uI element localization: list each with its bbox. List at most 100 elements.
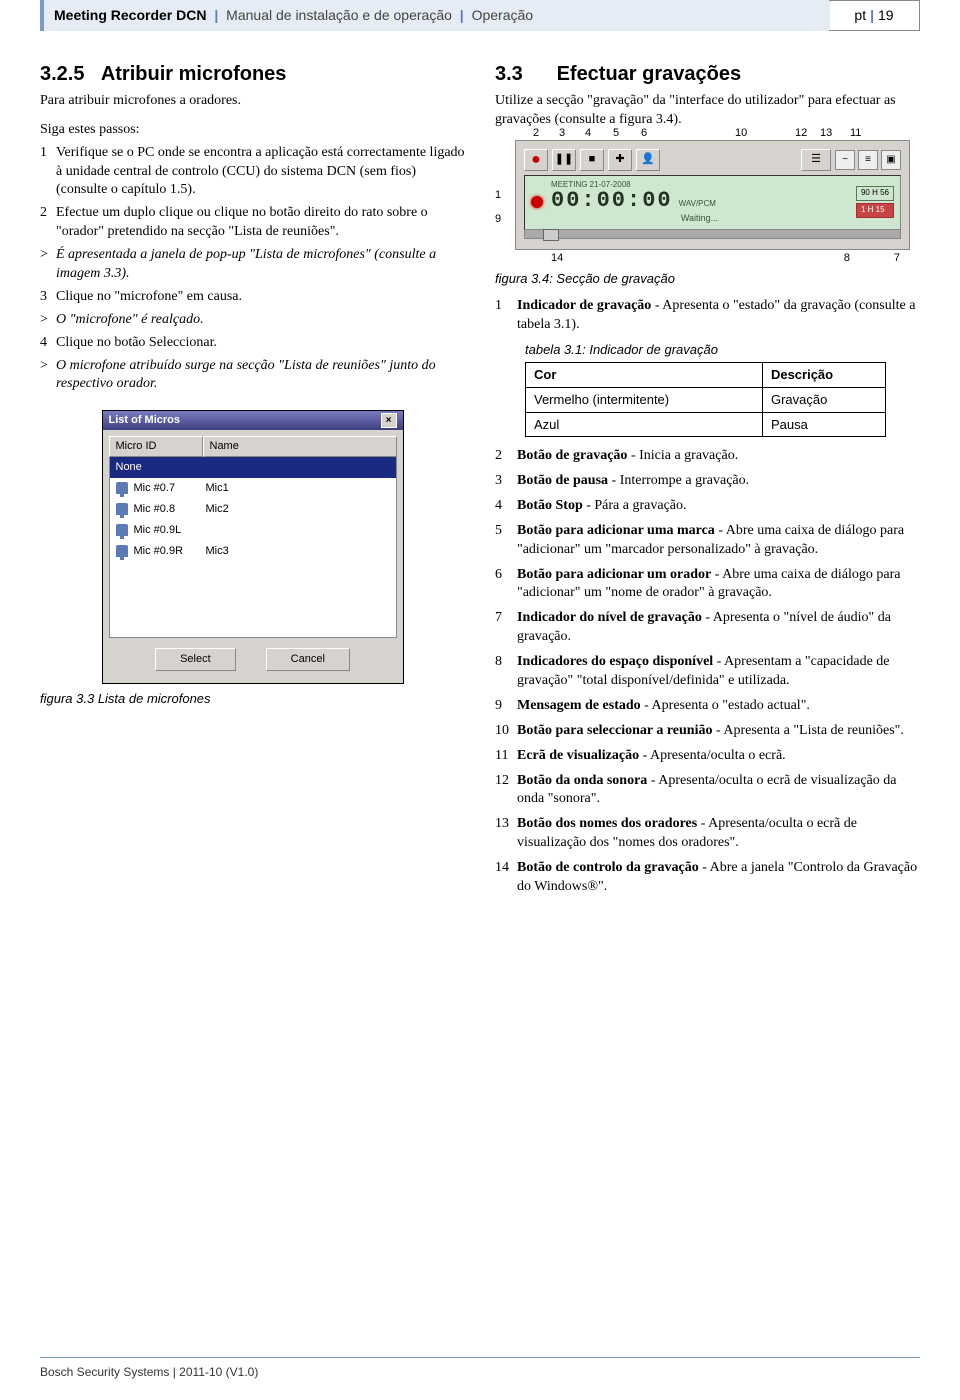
mic-id: Mic #0.8 — [134, 502, 206, 517]
td: Azul — [526, 412, 763, 437]
item-rest: - Inicia a gravação. — [627, 448, 738, 463]
add-marker-button[interactable]: ✚ — [608, 149, 632, 171]
item-text: Botão dos nomes dos oradores - Apresenta… — [517, 815, 920, 853]
mic-name: Mic2 — [206, 502, 390, 517]
th-color: Cor — [526, 363, 763, 388]
item-rest: - Apresenta/oculta o ecrã. — [639, 748, 786, 763]
section-heading-3-2-5: 3.2.5 Atribuir microfones — [40, 61, 465, 88]
step-arrow: > — [40, 311, 56, 330]
item-text: Botão Stop - Pára a gravação. — [517, 497, 920, 516]
item-term: Botão dos nomes dos oradores — [517, 816, 697, 831]
item-rest: - Apresenta a "Lista de reuniões". — [712, 723, 903, 738]
callout-7: 7 — [894, 251, 900, 266]
table-row: Vermelho (intermitente) Gravação — [526, 388, 886, 413]
callout-14: 14 — [551, 251, 563, 266]
item-num: 6 — [495, 566, 517, 604]
item-num: 3 — [495, 472, 517, 491]
step-num: 3 — [40, 288, 56, 307]
legend-list: 2Botão de gravação - Inicia a gravação. … — [495, 447, 920, 897]
list-item[interactable]: Mic #0.9L — [110, 520, 396, 541]
mic-name: Mic3 — [206, 544, 390, 559]
doc-subtitle: Manual de instalação e de operação — [226, 7, 452, 23]
format-label: WAV/PCM — [679, 199, 716, 210]
list-item[interactable]: Mic #0.8 Mic2 — [110, 499, 396, 520]
display-toggle-button[interactable]: ▣ — [881, 150, 901, 170]
close-icon[interactable]: × — [381, 413, 397, 428]
page-footer: Bosch Security Systems | 2011-10 (V1.0) — [40, 1357, 920, 1380]
steps-list: 1Verifique se o PC onde se encontra a ap… — [40, 144, 465, 395]
list-item[interactable]: Mic #0.9R Mic3 — [110, 541, 396, 562]
list-body[interactable]: None Mic #0.7 Mic1 Mic #0.8 Mic2 — [109, 457, 397, 638]
item-text: Indicador de gravação - Apresenta o "est… — [517, 297, 920, 335]
heading-number: 3.2.5 — [40, 61, 96, 88]
figure-3-4-caption: figura 3.4: Secção de gravação — [495, 270, 920, 288]
item-num: 2 — [495, 447, 517, 466]
item-term: Mensagem de estado — [517, 698, 641, 713]
recording-toolbar: ● ❚❚ ■ ✚ 👤 ☰ ~ ≡ ▣ — [524, 149, 901, 171]
callout-11: 11 — [850, 126, 861, 141]
step-num: 2 — [40, 204, 56, 242]
item-term: Ecrã de visualização — [517, 748, 639, 763]
callout-13: 13 — [820, 126, 832, 141]
step-text: O microfone atribuído surge na secção "L… — [56, 357, 465, 395]
td: Gravação — [762, 388, 885, 413]
step-text: Verifique se o PC onde se encontra a apl… — [56, 144, 465, 201]
item-num: 12 — [495, 772, 517, 810]
item-term: Botão de gravação — [517, 448, 627, 463]
item-num: 9 — [495, 697, 517, 716]
status-message: Waiting... — [551, 212, 848, 224]
heading-title: Atribuir microfones — [101, 63, 287, 85]
item-term: Indicador de gravação — [517, 298, 651, 313]
item-num: 14 — [495, 859, 517, 897]
elapsed-time: 00:00:00 — [551, 190, 673, 212]
step-text: Efectue um duplo clique ou clique no bot… — [56, 204, 465, 242]
cancel-button[interactable]: Cancel — [266, 648, 350, 671]
select-meeting-button[interactable]: ☰ — [801, 149, 831, 171]
step-arrow: > — [40, 357, 56, 395]
item-term: Indicador do nível de gravação — [517, 610, 702, 625]
callout-10: 10 — [735, 126, 747, 141]
item-num: 13 — [495, 815, 517, 853]
item-rest: - Apresenta o "estado actual". — [641, 698, 810, 713]
recording-control-slider[interactable] — [543, 229, 559, 241]
callout-2: 2 — [533, 126, 539, 141]
item-term: Botão para seleccionar a reunião — [517, 723, 712, 738]
item-num: 7 — [495, 609, 517, 647]
list-item[interactable]: Mic #0.7 Mic1 — [110, 478, 396, 499]
pipe: | — [870, 6, 874, 25]
col-micro-id[interactable]: Micro ID — [109, 436, 203, 457]
col-name[interactable]: Name — [203, 436, 397, 457]
item-term: Botão de controlo da gravação — [517, 860, 699, 875]
step-text: É apresentada a janela de pop-up "Lista … — [56, 246, 465, 284]
stop-button[interactable]: ■ — [580, 149, 604, 171]
item-text: Indicadores do espaço disponível - Apres… — [517, 653, 920, 691]
waveform-button[interactable]: ~ — [835, 150, 855, 170]
record-button[interactable]: ● — [524, 149, 548, 171]
item-term: Botão para adicionar uma marca — [517, 523, 715, 538]
item-rest: - Pára a gravação. — [583, 498, 687, 513]
intro-text: Utilize a secção "gravação" da "interfac… — [495, 92, 920, 130]
callout-12: 12 — [795, 126, 807, 141]
section-heading-3-3: 3.3 Efectuar gravações — [495, 61, 920, 88]
recording-panel-figure: 2 3 4 5 6 10 12 13 11 1 9 ● ❚❚ ■ ✚ 👤 — [495, 140, 920, 250]
add-speaker-button[interactable]: 👤 — [636, 149, 660, 171]
right-column: 3.3 Efectuar gravações Utilize a secção … — [495, 61, 920, 903]
intro-text: Para atribuir microfones a oradores. — [40, 92, 465, 111]
callout-1: 1 — [495, 188, 501, 203]
pause-button[interactable]: ❚❚ — [552, 149, 576, 171]
steps-intro: Siga estes passos: — [40, 121, 465, 140]
step-num: 4 — [40, 334, 56, 353]
list-of-micros-dialog: List of Micros × Micro ID Name None — [102, 410, 404, 684]
recording-indicator-icon — [531, 196, 543, 208]
item-text: Botão para adicionar uma marca - Abre um… — [517, 522, 920, 560]
microphone-icon — [116, 482, 128, 494]
table-3-1-caption: tabela 3.1: Indicador de gravação — [525, 341, 920, 359]
callout-6: 6 — [641, 126, 647, 141]
list-item[interactable]: None — [110, 457, 396, 478]
item-term: Botão de pausa — [517, 473, 608, 488]
speaker-names-button[interactable]: ≡ — [858, 150, 878, 170]
microphone-icon — [116, 503, 128, 515]
select-button[interactable]: Select — [155, 648, 236, 671]
page-number: 19 — [878, 6, 894, 25]
callout-5: 5 — [613, 126, 619, 141]
